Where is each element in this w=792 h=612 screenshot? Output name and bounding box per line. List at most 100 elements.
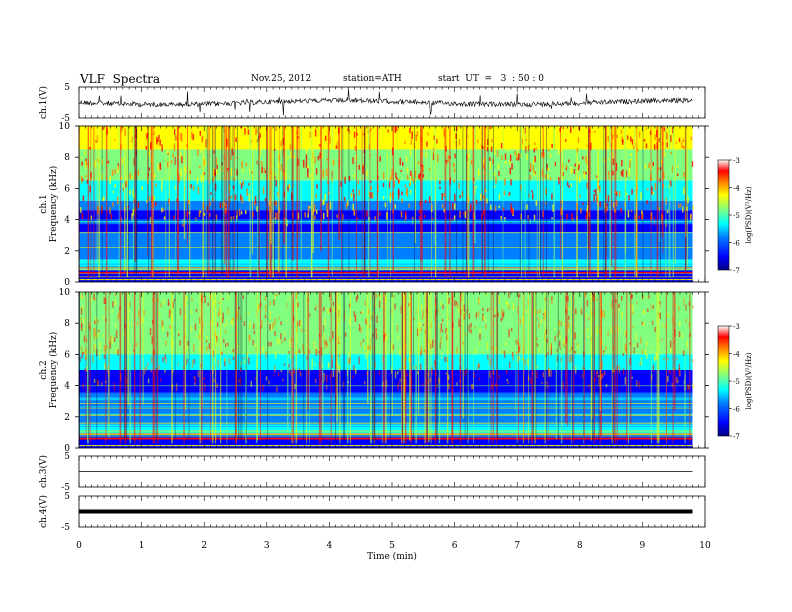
- spectrum-speckle: [120, 126, 123, 132]
- spectrum-speckle: [230, 319, 233, 325]
- spectrum-speckle: [508, 329, 510, 338]
- spectrum-speckle: [570, 346, 573, 351]
- spectrum-speckle: [163, 216, 166, 221]
- spectrum-speckle: [217, 333, 219, 338]
- spectrum-speckle: [319, 152, 321, 159]
- spectrum-speckle: [80, 317, 83, 321]
- spectrum-speckle: [224, 343, 227, 348]
- y-tick-label: 5: [64, 452, 70, 462]
- spectrum-speckle: [431, 339, 434, 348]
- station-label: station=ATH: [343, 74, 402, 84]
- spectrum-speckle: [93, 344, 95, 352]
- spectrum-speckle: [529, 169, 532, 172]
- spectrum-speckle: [116, 166, 119, 174]
- spectrum-speckle: [467, 134, 469, 138]
- spectrum-speckle: [484, 319, 487, 322]
- spectrum-speckle: [179, 340, 181, 346]
- spectrum-speckle: [676, 173, 679, 177]
- spectrum-speckle: [354, 145, 357, 150]
- spectrum-speckle: [388, 181, 391, 189]
- spectrum-speckle: [489, 126, 491, 130]
- spectrum-speckle: [109, 176, 111, 184]
- spectrum-speckle: [408, 303, 410, 307]
- spectrum-speckle: [240, 367, 242, 372]
- spectrum-speckle: [494, 314, 496, 318]
- spectrum-speckle: [101, 206, 103, 215]
- spectrum-speckle: [577, 137, 580, 144]
- y-tick-label: 8: [64, 153, 70, 163]
- spectrum-speckle: [587, 164, 589, 173]
- spectrum-speckle: [638, 215, 640, 219]
- spectrum-speckle: [622, 352, 625, 357]
- spectrum-speckle: [406, 373, 408, 377]
- spectrum-speckle: [394, 126, 397, 134]
- spectrum-speckle: [506, 145, 509, 152]
- spectrum-speckle: [366, 170, 368, 177]
- spectrum-speckle: [489, 358, 491, 366]
- spectrum-speckle: [626, 192, 628, 196]
- spectrum-speckle: [343, 196, 346, 201]
- spectrum-speckle: [582, 156, 584, 160]
- spectrum-speckle: [368, 308, 370, 315]
- spectrum-speckle: [587, 335, 589, 338]
- spectrum-speckle: [313, 340, 315, 349]
- spectrum-speckle: [153, 195, 155, 201]
- spectrum-speckle: [293, 368, 296, 374]
- spectrum-speckle: [226, 167, 229, 171]
- spectrum-speckle: [603, 370, 606, 376]
- spectrum-speckle: [84, 368, 87, 372]
- spectrum-speckle: [468, 324, 470, 333]
- spectrum-speckle: [441, 203, 444, 209]
- spectrum-speckle: [230, 195, 233, 199]
- spectrum-speckle: [94, 343, 96, 349]
- x-tick-label: 9: [640, 541, 646, 551]
- spectrum-speckle: [80, 324, 83, 332]
- spectrum-speckle: [278, 339, 280, 343]
- waveform-trace: [78, 88, 693, 116]
- spectrum-speckle: [331, 359, 334, 368]
- spectrum-speckle: [453, 163, 455, 168]
- spectrum-speckle: [97, 380, 99, 387]
- spectrum-speckle: [275, 179, 277, 187]
- spectrum-speckle: [645, 130, 648, 135]
- spectrum-speckle: [638, 131, 641, 138]
- x-tick-label: 6: [452, 541, 458, 551]
- spectrum-speckle: [83, 335, 86, 339]
- spectrum-speckle: [131, 139, 133, 143]
- spectrum-speckle: [551, 193, 553, 200]
- spectrum-speckle: [159, 164, 161, 167]
- spectrum-speckle: [298, 368, 301, 374]
- spectrum-speckle: [418, 209, 421, 214]
- spectrum-speckle: [397, 381, 400, 387]
- spectrum-speckle: [585, 292, 587, 298]
- spectrum-speckle: [455, 301, 458, 305]
- spectrum-speckle: [676, 376, 678, 383]
- spectrum-speckle: [445, 159, 448, 163]
- spectrum-speckle: [495, 132, 497, 139]
- spectrum-speckle: [269, 323, 271, 331]
- spectrum-speckle: [607, 170, 610, 175]
- spectrum-speckle: [272, 321, 274, 329]
- spectrum-speckle: [447, 367, 450, 370]
- spectrum-speckle: [654, 134, 656, 140]
- colorbar-label: log(PSD)(V²/Hz): [745, 186, 753, 243]
- spectrum-speckle: [635, 301, 638, 305]
- spectrum-speckle: [336, 141, 339, 149]
- spectrum-speckle: [416, 328, 419, 337]
- spectrum-speckle: [459, 195, 461, 199]
- spectrum-speckle: [487, 139, 489, 146]
- spectrum-speckle: [500, 215, 503, 221]
- spectrum-speckle: [652, 191, 654, 195]
- spectrum-speckle: [94, 320, 96, 325]
- spectrum-speckle: [497, 312, 500, 317]
- spectrum-speckle: [630, 136, 632, 142]
- spectrum-speckle: [323, 373, 326, 381]
- spectrum-speckle: [379, 293, 382, 302]
- spectrum-speckle: [191, 131, 193, 139]
- spectrum-speckle: [349, 317, 351, 325]
- spectrum-speckle: [645, 296, 648, 299]
- spectrum-speckle: [232, 356, 235, 360]
- spectrum-speckle: [390, 366, 393, 374]
- spectrum-speckle: [329, 201, 332, 210]
- spectrum-speckle: [92, 354, 94, 363]
